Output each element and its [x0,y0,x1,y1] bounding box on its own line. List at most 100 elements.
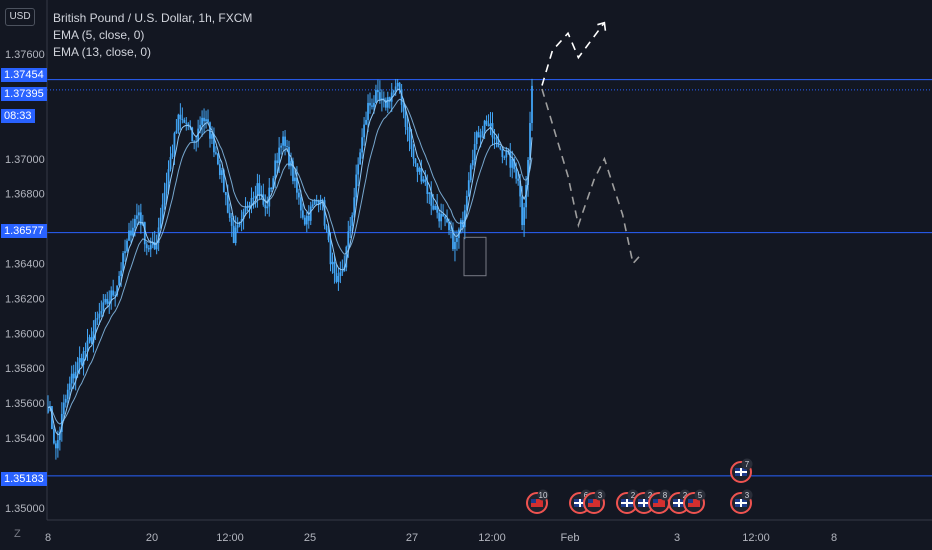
us-flag-stripes [531,499,543,507]
candle-body [222,170,225,192]
candle-body [151,241,154,246]
candle-body [213,134,215,153]
candle-body [406,126,409,131]
candle-body [527,159,529,186]
candle-body [422,179,425,182]
x-tick-label: 27 [406,532,418,544]
candle-body [167,169,170,184]
candle-body [173,133,176,154]
candle-body [531,85,533,124]
candle-body [185,122,188,124]
y-tick-label: 1.36200 [5,293,45,305]
zoom-button[interactable]: Z [14,528,21,540]
candle-body [135,215,138,219]
candle-body [396,82,399,87]
symbol-title[interactable]: British Pound / U.S. Dollar, 1h, FXCM [53,11,253,25]
event-markers: 10632282573 [526,458,753,514]
candle-body [120,270,122,276]
candle-body [78,358,81,363]
candle-body [145,244,148,249]
candle-body [84,351,87,353]
event-count: 7 [745,460,750,469]
candle-body [82,351,85,365]
candle-body [303,217,306,225]
candle-body [493,137,496,139]
candle-body [187,123,190,127]
us-flag-stripes [688,499,700,507]
price-axis[interactable]: 1.37600 1.37000 1.36800 1.36400 1.36200 1.360… [5,0,48,520]
candle-body [288,146,290,167]
candle-body [128,230,130,241]
candle-body [191,127,194,142]
candle-body [268,187,271,207]
candle-body [521,196,524,226]
chart-legend: British Pound / U.S. Dollar, 1h, FXCM EM… [53,10,252,61]
candle-body [242,211,245,220]
candle-body [420,167,423,182]
price-level-lines [47,79,932,477]
candle-body [250,198,253,205]
candle-body [501,149,504,157]
candle-body [365,119,367,125]
ema-5-legend[interactable]: EMA (5, close, 0) [53,28,145,42]
event-count-badge [659,489,671,501]
candle-body [296,177,298,193]
candle-body [110,290,113,302]
candle-body [456,237,458,242]
candle-body [398,82,401,90]
candle-body [177,114,180,131]
candle-body [100,311,103,314]
candle-body [329,239,332,265]
candle-body [311,204,314,207]
time-axis[interactable]: 8 20 12:00 25 27 12:00 Feb 3 12:00 8 [45,519,932,544]
candle-body [193,141,196,143]
candle-body [282,136,284,146]
candle-body [392,90,395,93]
candle-body [181,119,184,121]
candle-body [280,145,283,148]
candle-body [333,261,336,274]
currency-button[interactable]: USD [5,8,35,26]
candle-body [371,105,373,107]
candle-body [428,192,431,194]
candle-body [424,179,427,183]
candle-body [359,152,362,165]
candle-body [463,210,466,228]
x-tick-label: 12:00 [742,532,770,544]
candle-body [274,160,277,179]
candle-body [94,319,97,332]
y-tick-label: 1.35600 [5,398,45,410]
candle-body [327,230,330,240]
candle-body [244,207,247,212]
event-count: 5 [698,491,703,500]
candle-body [331,261,334,265]
candle-body [102,302,105,312]
event-count: 2 [648,491,653,500]
candle-body [294,177,296,182]
candle-body [345,246,348,268]
event-count-badge [594,489,606,501]
candle-body [485,120,488,125]
candle-body [373,102,375,107]
x-tick-label: 12:00 [478,532,506,544]
candle-body [347,231,350,247]
candle-body [323,200,326,226]
candle-body [400,89,403,105]
candle-body [230,217,233,226]
ema-13-legend[interactable]: EMA (13, close, 0) [53,45,152,59]
price-tag-2: 1.37395 [1,87,47,101]
candle-body [505,151,508,158]
candle-body [161,204,164,218]
candle-body [410,141,413,150]
candle-body [351,215,354,226]
candle-body [205,119,207,122]
candle-body [232,225,235,244]
event-count: 2 [683,491,688,500]
event-count: 8 [663,491,668,500]
us-flag-canton [588,499,593,503]
candle-body [98,313,101,319]
candle-body [469,165,472,181]
candle-body [286,146,288,147]
